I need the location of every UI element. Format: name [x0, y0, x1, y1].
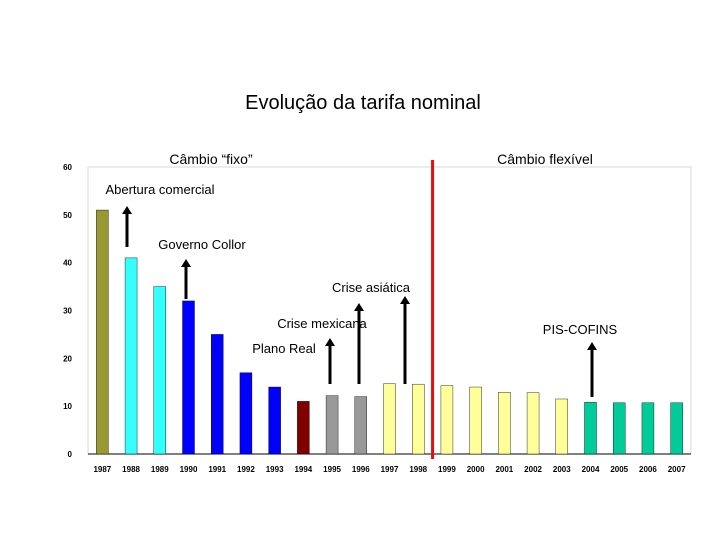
x-tick-label: 1999	[438, 465, 456, 474]
bar-1997	[383, 383, 396, 455]
x-tick-label: 2000	[467, 465, 485, 474]
y-tick-label: 50	[63, 211, 72, 220]
x-tick-label: 1993	[266, 465, 284, 474]
annotation-label: Abertura comercial	[105, 182, 214, 197]
x-tick-label: 2004	[582, 465, 600, 474]
annotation-label: Crise asiática	[332, 280, 411, 295]
y-tick-label: 30	[63, 307, 72, 316]
bar-2007	[670, 402, 683, 455]
bar-1993	[268, 386, 281, 455]
x-tick-label: 2001	[495, 465, 513, 474]
bar-1994	[297, 401, 310, 455]
y-tick-label: 10	[63, 402, 72, 411]
x-tick-label: 1996	[352, 465, 370, 474]
arrowhead-icon	[587, 342, 597, 350]
arrowhead-icon	[325, 338, 335, 346]
bar-1988	[124, 257, 138, 455]
bar-2004	[584, 402, 597, 455]
y-tick-label: 60	[63, 163, 72, 172]
x-tick-label: 2003	[553, 465, 571, 474]
arrowhead-icon	[354, 303, 364, 311]
annotation-label: Crise mexicana	[277, 316, 367, 331]
bar-1995	[325, 395, 339, 455]
x-tick-label: 2005	[610, 465, 628, 474]
annotation-label: Governo Collor	[158, 237, 246, 252]
x-tick-label: 1995	[323, 465, 341, 474]
chart-title: Evolução da tarifa nominal	[245, 92, 481, 114]
x-tick-label: 2002	[524, 465, 542, 474]
bar-1991	[211, 334, 224, 455]
x-tick-label: 1994	[294, 465, 312, 474]
x-tick-label: 1991	[208, 465, 226, 474]
arrowhead-icon	[181, 259, 191, 267]
bar-1989	[153, 286, 166, 455]
bar-2001	[498, 392, 511, 455]
y-tick-label: 0	[68, 450, 73, 459]
x-tick-label: 1998	[409, 465, 427, 474]
bar-2006	[641, 402, 655, 455]
annotation-label: Plano Real	[252, 341, 316, 356]
x-tick-label: 1987	[93, 465, 111, 474]
bar-1996	[354, 396, 367, 455]
bar-2000	[469, 386, 482, 455]
x-tick-label: 1989	[151, 465, 169, 474]
bar-2002	[526, 392, 540, 455]
y-tick-label: 20	[63, 354, 72, 363]
x-tick-label: 2006	[639, 465, 657, 474]
arrowhead-icon	[122, 206, 132, 214]
x-tick-label: 2007	[668, 465, 686, 474]
bar-1992	[239, 372, 253, 455]
bar-2005	[613, 402, 626, 455]
bar-2003	[555, 398, 568, 455]
bar-1990	[182, 300, 195, 455]
x-tick-label: 1988	[122, 465, 140, 474]
bar-1999	[440, 385, 454, 455]
annotation-label: PIS-COFINS	[543, 322, 618, 337]
bar-1987	[96, 209, 109, 455]
x-tick-label: 1992	[237, 465, 255, 474]
arrowhead-icon	[400, 296, 410, 304]
bar-1998	[412, 383, 425, 455]
x-tick-label: 1990	[180, 465, 198, 474]
regime-label-flexible: Câmbio flexível	[497, 151, 593, 167]
y-tick-label: 40	[63, 259, 72, 268]
x-tick-label: 1997	[381, 465, 399, 474]
regime-label-fixed: Câmbio “fixo”	[169, 151, 253, 167]
